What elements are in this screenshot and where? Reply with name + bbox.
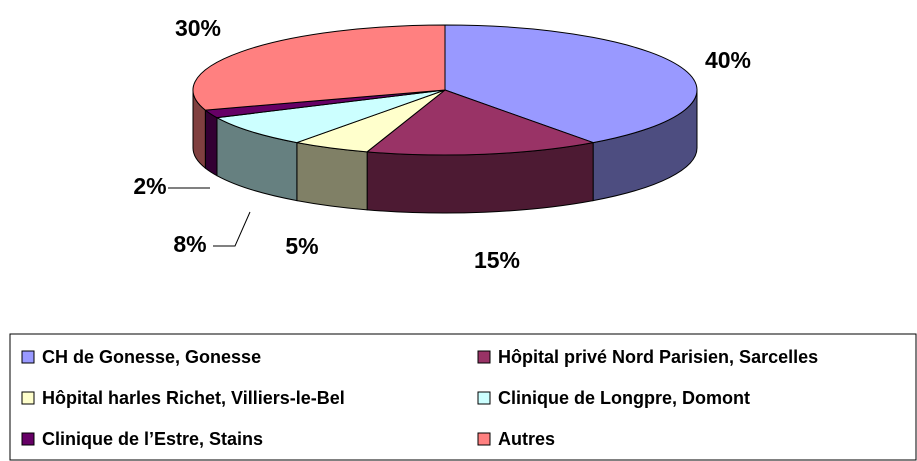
legend-label: Clinique de l’Estre, Stains [42, 429, 263, 449]
legend-label: Hôpital privé Nord Parisien, Sarcelles [498, 347, 818, 367]
data-label: 30% [175, 15, 221, 41]
legend-label: Hôpital harles Richet, Villiers-le-Bel [42, 388, 345, 408]
leader-line [213, 211, 251, 247]
legend-swatch [21, 432, 35, 446]
legend-swatch [477, 391, 491, 405]
data-label: 15% [474, 247, 520, 273]
slice-side [296, 141, 368, 211]
slice [192, 24, 446, 111]
legend-swatch [21, 391, 35, 405]
legend-swatch [21, 350, 35, 364]
slice [215, 89, 446, 144]
legend-label: Clinique de Longpre, Domont [498, 388, 750, 408]
legend-swatch [477, 432, 491, 446]
data-label: 40% [705, 47, 751, 73]
data-label: 2% [133, 173, 166, 199]
legend-label: Autres [498, 429, 555, 449]
data-label: 5% [285, 233, 318, 259]
legend-label: CH de Gonesse, Gonesse [42, 347, 261, 367]
legend-box [9, 333, 917, 461]
slice [444, 24, 698, 144]
slice [365, 89, 596, 156]
legend-swatch [477, 350, 491, 364]
slice-side [204, 109, 218, 177]
data-label: 8% [173, 231, 206, 257]
